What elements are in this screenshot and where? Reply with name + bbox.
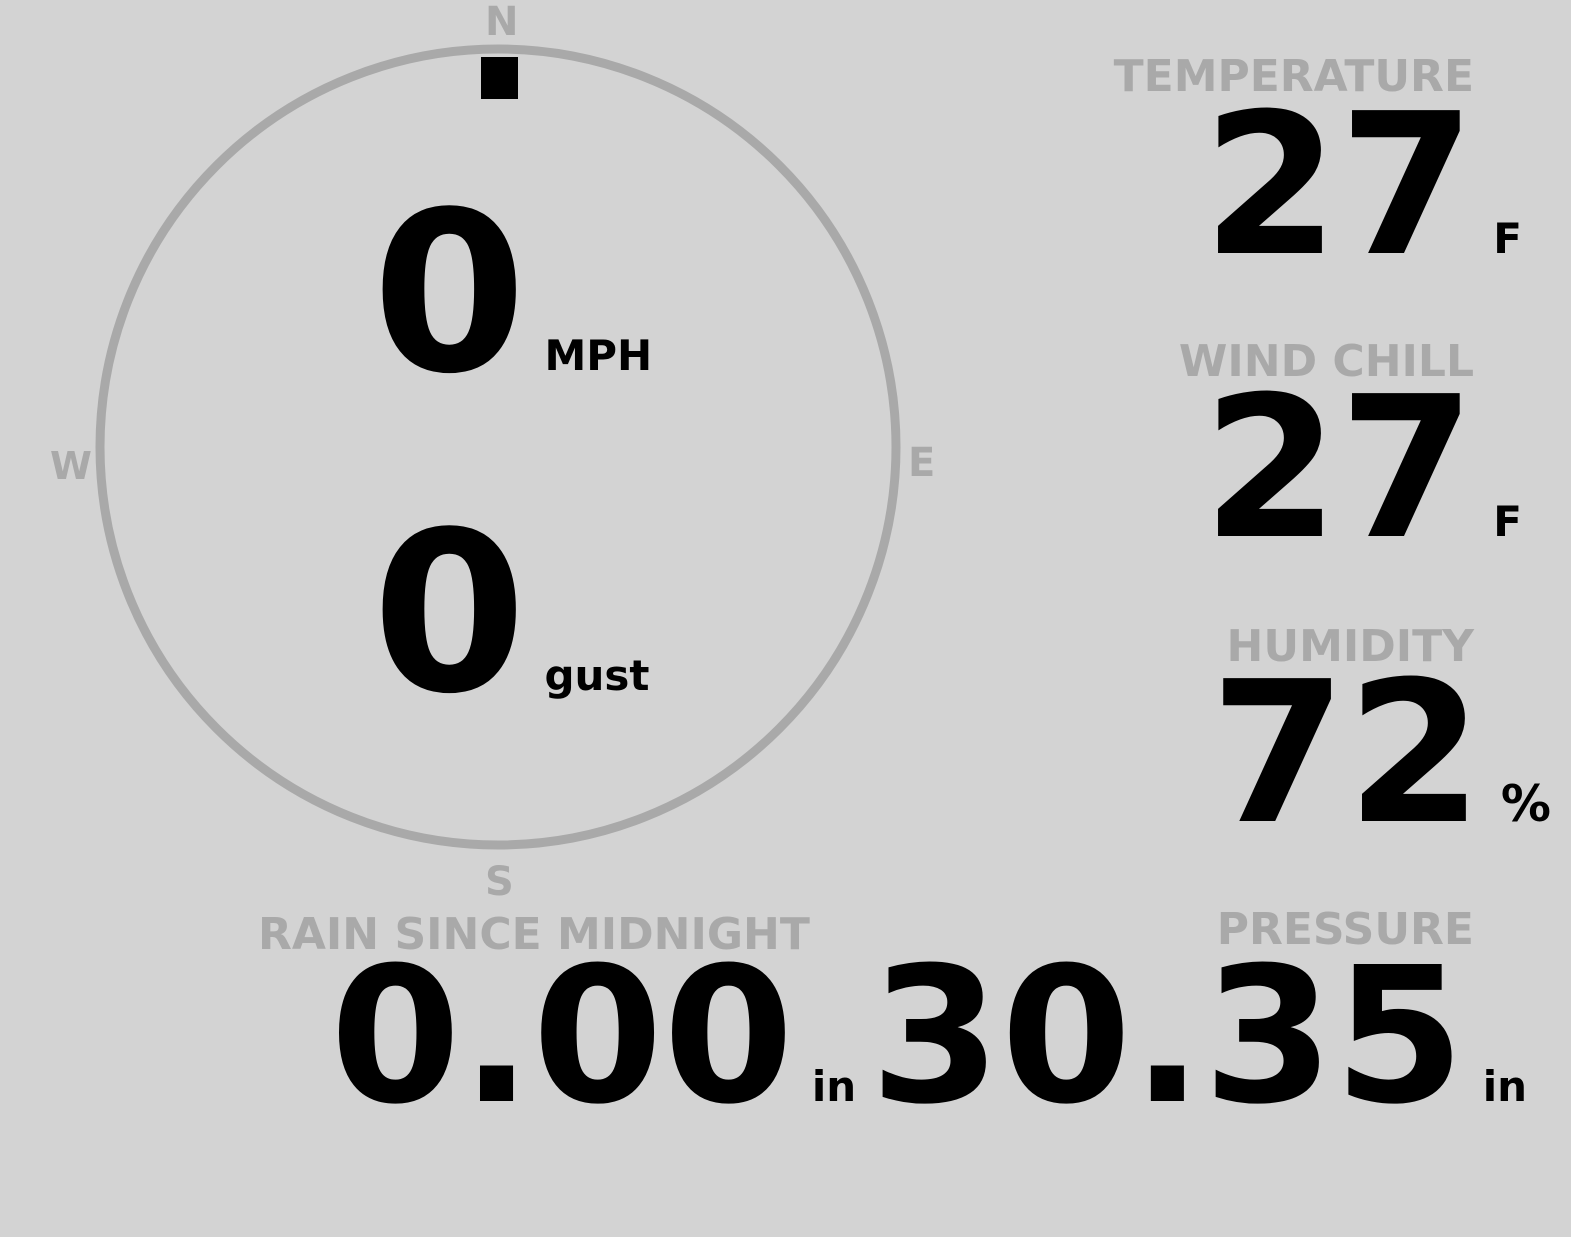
wind-chill-label: WIND CHILL (1178, 336, 1474, 387)
compass-south: S (485, 859, 514, 905)
temperature-label: TEMPERATURE (1113, 51, 1474, 102)
temperature: 27 F (1202, 72, 1522, 300)
pressure-unit: in (1482, 1062, 1527, 1111)
compass-east: E (908, 440, 936, 486)
temperature-value: 27 (1202, 72, 1476, 300)
humidity-label: HUMIDITY (1226, 621, 1474, 672)
pressure: 30.35 in (870, 927, 1527, 1146)
compass-ring (95, 44, 901, 850)
temperature-unit: F (1493, 214, 1522, 263)
wind-chill: 27 F (1202, 355, 1522, 583)
rain: 0.00 in (330, 927, 857, 1146)
wind-speed-value: 0 (372, 165, 527, 423)
pressure-value: 30.35 (870, 927, 1465, 1146)
humidity: 72 % (1210, 640, 1551, 868)
humidity-unit: % (1500, 775, 1551, 833)
rain-value: 0.00 (330, 927, 794, 1146)
compass-north: N (485, 0, 519, 45)
compass-west: W (50, 444, 92, 488)
pressure-label: PRESSURE (1216, 904, 1474, 955)
rain-unit: in (811, 1062, 857, 1111)
rain-label: RAIN SINCE MIDNIGHT (258, 909, 810, 960)
wind-chill-value: 27 (1202, 355, 1476, 583)
wind-chill-unit: F (1493, 497, 1522, 546)
wind-speed: 0 MPH (372, 165, 653, 423)
wind-gust-value: 0 (372, 485, 527, 743)
humidity-value: 72 (1210, 640, 1483, 868)
wind-gust-unit: gust (544, 651, 650, 700)
wind-gust: 0 gust (372, 485, 650, 743)
wind-direction-marker (481, 57, 518, 99)
compass-dial (95, 44, 901, 850)
wind-speed-unit: MPH (544, 331, 653, 380)
